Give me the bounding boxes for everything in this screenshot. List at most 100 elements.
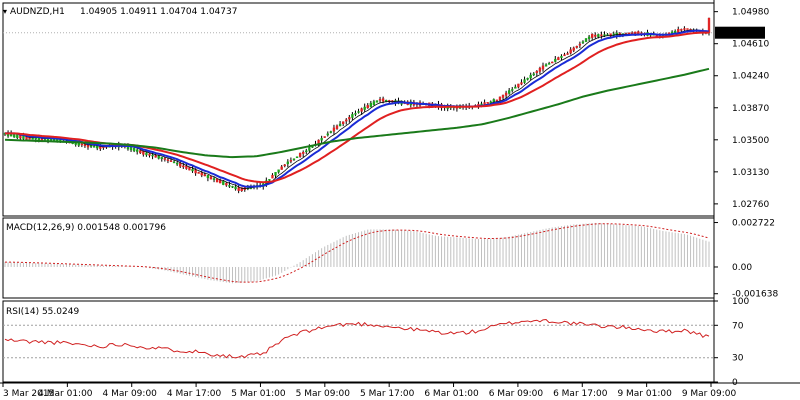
candle-bear[interactable] — [517, 83, 520, 88]
candle-bear[interactable] — [317, 139, 320, 144]
candle-bull[interactable] — [212, 178, 216, 181]
rsi-line[interactable] — [4, 318, 710, 359]
candle-bear[interactable] — [332, 127, 336, 132]
candle-bear[interactable] — [683, 28, 686, 30]
candle-bear[interactable] — [341, 121, 345, 125]
candle-bear[interactable] — [535, 71, 539, 74]
candle-bull[interactable] — [145, 152, 148, 156]
candle-bull[interactable] — [326, 133, 329, 136]
candle-bull[interactable] — [234, 186, 237, 190]
candle-bear[interactable] — [298, 152, 302, 157]
candle-bear[interactable] — [179, 163, 182, 167]
candle-bull[interactable] — [351, 114, 354, 118]
candle-bull[interactable] — [132, 147, 136, 152]
candle-bear[interactable] — [498, 96, 502, 101]
ma-slow-line[interactable] — [4, 67, 710, 159]
candle-bear[interactable] — [707, 17, 711, 33]
candle-bear[interactable] — [240, 187, 243, 191]
candle-bull[interactable] — [369, 102, 373, 107]
candle-bear[interactable] — [197, 172, 200, 174]
candle-bull[interactable] — [587, 36, 591, 39]
candle-bear[interactable] — [215, 178, 219, 183]
candle-bear[interactable] — [323, 136, 326, 138]
candle-bear[interactable] — [142, 150, 145, 155]
candle-bull[interactable] — [172, 161, 176, 164]
candle-bull[interactable] — [231, 186, 234, 188]
candle-bear[interactable] — [348, 117, 351, 120]
candle-bull[interactable] — [354, 113, 357, 115]
candle-bull[interactable] — [22, 135, 25, 139]
candle-bull[interactable] — [523, 79, 526, 83]
macd-panel[interactable]: 0.002722 0.00 -0.001638 — [4, 219, 778, 300]
candle-bear[interactable] — [551, 61, 554, 64]
candle-bull[interactable] — [581, 41, 585, 44]
candle-bear[interactable] — [237, 187, 240, 191]
price-panel[interactable] — [3, 17, 714, 194]
candle-bull[interactable] — [526, 78, 529, 80]
candle-bear[interactable] — [495, 99, 499, 102]
candle-bull[interactable] — [544, 64, 548, 67]
candle-bull[interactable] — [92, 146, 96, 148]
candle-bear[interactable] — [600, 34, 603, 37]
candle-bear[interactable] — [366, 105, 369, 109]
candle-bull[interactable] — [375, 100, 379, 103]
candle-bear[interactable] — [572, 47, 575, 51]
candle-bear[interactable] — [680, 29, 683, 31]
candle-bear[interactable] — [360, 108, 363, 112]
candle-bull[interactable] — [160, 157, 163, 160]
candle-bear[interactable] — [569, 49, 572, 54]
candle-bear[interactable] — [302, 151, 305, 154]
candle-bull[interactable] — [489, 101, 492, 104]
candle-bull[interactable] — [206, 175, 210, 179]
candle-bear[interactable] — [483, 102, 486, 105]
candle-bull[interactable] — [597, 34, 600, 37]
candle-bull[interactable] — [49, 138, 53, 141]
candle-bull[interactable] — [191, 168, 194, 172]
candle-bull[interactable] — [228, 185, 231, 187]
candle-bear[interactable] — [538, 67, 542, 72]
candle-bull[interactable] — [554, 58, 557, 62]
candle-bear[interactable] — [486, 102, 489, 104]
candle-bull[interactable] — [532, 73, 535, 76]
candle-bull[interactable] — [529, 74, 532, 79]
candle-bull[interactable] — [385, 99, 388, 102]
candle-bear[interactable] — [578, 43, 582, 46]
candle-bear[interactable] — [345, 119, 348, 122]
candle-bull[interactable] — [295, 156, 299, 159]
candle-bear[interactable] — [575, 46, 578, 48]
candle-bear[interactable] — [280, 166, 283, 170]
candle-bull[interactable] — [157, 155, 160, 159]
candle-bull[interactable] — [584, 38, 588, 42]
candle-bull[interactable] — [286, 161, 290, 165]
candle-bear[interactable] — [80, 143, 84, 146]
candle-bear[interactable] — [271, 174, 274, 179]
candle-bull[interactable] — [222, 181, 225, 185]
candle-bear[interactable] — [148, 153, 151, 156]
candle-bull[interactable] — [547, 63, 551, 65]
candle-bear[interactable] — [289, 160, 293, 162]
candle-bear[interactable] — [209, 176, 213, 180]
candle-bull[interactable] — [292, 158, 296, 161]
candle-bull[interactable] — [603, 34, 606, 37]
candle-bear[interactable] — [381, 98, 385, 102]
candle-bear[interactable] — [378, 99, 382, 101]
candle-bull[interactable] — [274, 171, 277, 176]
candle-bear[interactable] — [520, 82, 523, 85]
candle-bull[interactable] — [372, 101, 376, 105]
candle-bear[interactable] — [185, 165, 188, 169]
candle-bear[interactable] — [283, 164, 286, 167]
candle-bear[interactable] — [541, 65, 545, 70]
candle-bear[interactable] — [163, 158, 167, 160]
candle-bear[interactable] — [686, 28, 689, 30]
candle-bear[interactable] — [591, 33, 594, 38]
candle-bear[interactable] — [200, 172, 203, 176]
candle-bull[interactable] — [34, 137, 37, 140]
candle-bear[interactable] — [188, 167, 191, 171]
candle-bear[interactable] — [225, 182, 228, 186]
candle-bull[interactable] — [363, 106, 366, 110]
candle-bear[interactable] — [182, 165, 185, 168]
candle-bear[interactable] — [139, 150, 142, 154]
candle-bear[interactable] — [566, 53, 569, 55]
candle-bull[interactable] — [277, 169, 280, 173]
candle-bull[interactable] — [511, 89, 514, 91]
